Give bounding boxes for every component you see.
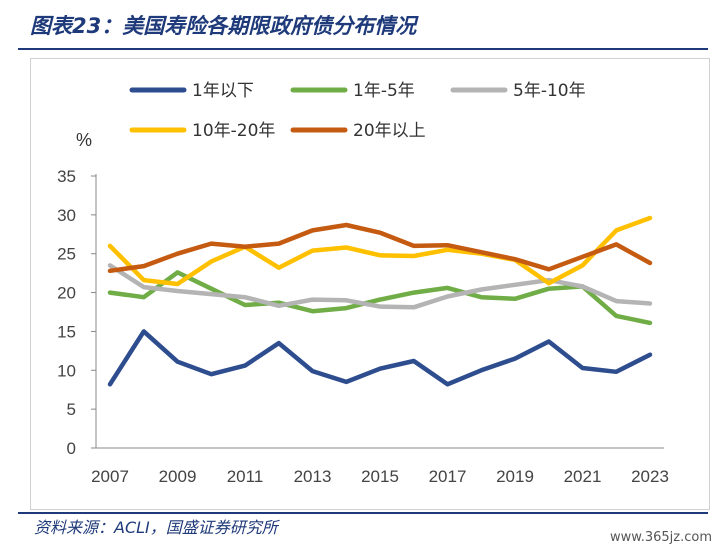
- y-axis-unit-label: %: [76, 130, 92, 150]
- legend-label: 20年以上: [353, 121, 426, 141]
- x-tick-label: 2015: [361, 467, 399, 486]
- watermark: www.365jz.com: [610, 530, 712, 545]
- x-tick-label: 2019: [496, 467, 534, 486]
- y-tick-label: 30: [57, 206, 76, 225]
- y-tick-label: 5: [67, 400, 76, 419]
- series-line-5: [107, 222, 653, 274]
- y-tick-label: 15: [57, 322, 76, 341]
- y-tick-label: 20: [57, 284, 76, 303]
- x-tick-label: 2013: [294, 467, 332, 486]
- legend-label: 10年-20年: [192, 121, 275, 141]
- plot-area: [107, 215, 653, 387]
- y-axis: 0 5 10 15 20 25 30 35: [57, 167, 97, 458]
- series-line-2: [107, 270, 653, 326]
- source-note: 资料来源：ACLI，国盛证券研究所: [34, 518, 278, 537]
- x-tick-label: 2007: [91, 467, 129, 486]
- chart-frame: [30, 58, 710, 510]
- y-tick-label: 25: [57, 245, 76, 264]
- footer-divider: [18, 512, 708, 514]
- y-tick-label: 10: [57, 361, 76, 380]
- y-tick-label: 35: [57, 167, 76, 186]
- x-tick-label: 2023: [631, 467, 669, 486]
- x-tick-label: 2021: [564, 467, 602, 486]
- y-tick-label: 0: [67, 439, 76, 458]
- legend-label: 1年以下: [192, 81, 254, 101]
- title-divider: [18, 48, 708, 50]
- page-title: 图表23：美国寿险各期限政府债分布情况: [30, 14, 417, 38]
- series-line-4: [107, 215, 653, 287]
- legend-label: 5年-10年: [513, 81, 586, 101]
- x-axis: 2007 2009 2011 2013 2015 2017 2019 2021 2023: [91, 447, 669, 486]
- chart-legend: 1年以下 1年-5年 5年-10年 10年-20年 20年以上: [129, 81, 586, 141]
- x-tick-label: 2017: [429, 467, 467, 486]
- x-tick-label: 2011: [227, 467, 264, 486]
- x-tick-label: 2009: [159, 467, 197, 486]
- series-line-1: [107, 329, 653, 387]
- legend-label: 1年-5年: [353, 81, 415, 101]
- series-line-3: [107, 263, 653, 310]
